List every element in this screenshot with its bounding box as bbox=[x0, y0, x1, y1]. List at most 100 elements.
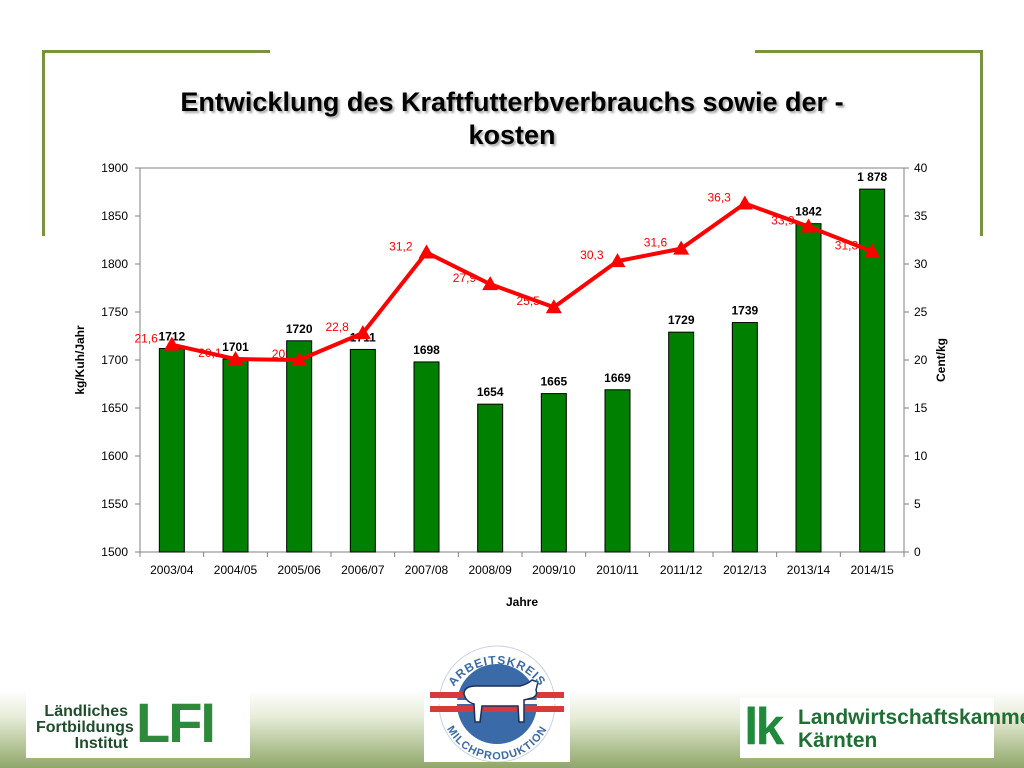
bar-data-label: 1654 bbox=[477, 385, 504, 399]
line-point bbox=[482, 276, 499, 291]
slide-title: Entwicklung des Kraftfutterbverbrauchs s… bbox=[140, 86, 884, 152]
x-tick-label: 2008/09 bbox=[468, 563, 512, 577]
bar-data-label: 1842 bbox=[795, 205, 822, 219]
bar-data-label: 1 878 bbox=[857, 170, 887, 184]
line-series bbox=[171, 201, 873, 362]
bar-data-label: 1665 bbox=[540, 375, 567, 389]
bar-data-label: 1720 bbox=[286, 322, 313, 336]
y-tick-label: 1650 bbox=[101, 401, 128, 415]
line-data-label: 22,8 bbox=[325, 320, 349, 334]
bar bbox=[222, 358, 249, 553]
lk-mark: lk bbox=[744, 698, 784, 756]
bar-data-label: 1712 bbox=[158, 329, 185, 343]
bar-data-label: 1698 bbox=[413, 343, 440, 357]
y2-axis-title: Cent/kg bbox=[934, 338, 948, 382]
lk-line-1: Landwirtschaftskammer bbox=[798, 706, 1024, 729]
frame-top-right bbox=[755, 50, 983, 53]
x-tick-label: 2013/14 bbox=[787, 563, 831, 577]
line-point bbox=[163, 336, 180, 351]
x-tick-label: 2010/11 bbox=[596, 563, 639, 577]
lfi-line-3: Institut bbox=[74, 735, 128, 752]
y-tick-label: 1750 bbox=[101, 305, 128, 319]
y2-tick-label: 25 bbox=[914, 305, 928, 319]
y-axis-title: kg/Kuh/Jahr bbox=[73, 325, 87, 395]
title-line-2: kosten bbox=[468, 120, 556, 150]
line-data-label: 31,2 bbox=[389, 239, 413, 253]
frame-left bbox=[42, 50, 45, 236]
bar bbox=[349, 348, 376, 553]
line-point bbox=[673, 240, 690, 255]
x-tick-label: 2014/15 bbox=[850, 563, 894, 577]
lk-line-2: Kärnten bbox=[798, 729, 878, 752]
x-tick-label: 2003/04 bbox=[150, 563, 194, 577]
y-tick-label: 1850 bbox=[101, 209, 128, 223]
line-data-label: 31,3 bbox=[835, 239, 859, 253]
line-point bbox=[418, 244, 435, 259]
lk-text: Landwirtschaftskammer Kärnten bbox=[798, 706, 1024, 752]
lfi-mark: LFI bbox=[136, 691, 216, 754]
bar bbox=[477, 403, 504, 553]
bar bbox=[540, 393, 567, 553]
bar bbox=[795, 223, 822, 553]
y2-tick-label: 30 bbox=[914, 257, 928, 271]
y2-tick-label: 5 bbox=[914, 497, 921, 511]
y2-tick-label: 40 bbox=[914, 161, 928, 175]
line-data-label: 21,6 bbox=[134, 332, 158, 346]
line-data-label: 36,3 bbox=[707, 191, 731, 205]
y2-tick-label: 15 bbox=[914, 401, 928, 415]
bar bbox=[158, 347, 185, 553]
line-data-label: 30,3 bbox=[580, 248, 604, 262]
y-tick-label: 1550 bbox=[101, 497, 128, 511]
arbeitskreis-milchproduktion-logo: ARBEITSKREIS MILCHPRODUKTION bbox=[424, 636, 570, 763]
x-tick-label: 2012/13 bbox=[723, 563, 767, 577]
lfi-logo: Ländliches Fortbildungs Institut LFI bbox=[26, 690, 250, 758]
line-data-label: 31,6 bbox=[644, 236, 668, 250]
y-tick-label: 1900 bbox=[101, 161, 128, 175]
x-tick-label: 2004/05 bbox=[214, 563, 258, 577]
x-tick-label: 2007/08 bbox=[405, 563, 449, 577]
bar bbox=[286, 340, 313, 553]
y2-tick-label: 20 bbox=[914, 353, 928, 367]
combo-chart: 1500 1550 1600 1650 1700 1750 1800 1850 1900 0 5 10… bbox=[73, 161, 948, 609]
line-point bbox=[864, 243, 881, 258]
line-point bbox=[291, 352, 308, 366]
title-line-1: Entwicklung des Kraftfutterbverbrauchs s… bbox=[180, 87, 844, 117]
line-point bbox=[609, 253, 626, 268]
bar-data-label: 1739 bbox=[731, 304, 758, 318]
y2-tick-label: 0 bbox=[914, 545, 921, 559]
line-data-label: 27,9 bbox=[453, 271, 477, 285]
line-data-label: 33,9 bbox=[771, 214, 795, 228]
y-tick-label: 1800 bbox=[101, 257, 128, 271]
line-data-label: 25,5 bbox=[516, 294, 540, 308]
line-point bbox=[545, 299, 562, 314]
bar-data-label: 1701 bbox=[222, 340, 249, 354]
x-tick-label: 2005/06 bbox=[277, 563, 321, 577]
x-tick-label: 2009/10 bbox=[532, 563, 576, 577]
line-point bbox=[736, 195, 753, 210]
bar bbox=[413, 361, 440, 553]
lfi-line-2: Fortbildungs bbox=[36, 719, 134, 736]
lfi-logo-text: Ländliches Fortbildungs Institut bbox=[36, 703, 134, 752]
line-data-label: 20,1 bbox=[198, 346, 222, 360]
bar-data-label: 1729 bbox=[668, 313, 695, 327]
cow-badge-icon: ARBEITSKREIS MILCHPRODUKTION bbox=[430, 645, 564, 763]
y2-tick-label: 10 bbox=[914, 449, 928, 463]
y2-tick-label: 35 bbox=[914, 209, 928, 223]
line-data-label: 20 bbox=[272, 347, 286, 361]
line-point bbox=[354, 325, 371, 340]
frame-top-left bbox=[42, 50, 270, 53]
line-point bbox=[227, 351, 244, 366]
bar bbox=[668, 331, 695, 553]
x-axis-title: Jahre bbox=[506, 595, 538, 609]
y-tick-label: 1600 bbox=[101, 449, 128, 463]
bar bbox=[731, 322, 758, 553]
lfi-line-1: Ländliches bbox=[44, 703, 128, 720]
x-tick-label: 2006/07 bbox=[341, 563, 385, 577]
line-point bbox=[800, 218, 817, 233]
y-tick-label: 1500 bbox=[101, 545, 128, 559]
frame-right bbox=[980, 50, 983, 236]
y-tick-label: 1700 bbox=[101, 353, 128, 367]
bar bbox=[604, 389, 631, 553]
x-tick-label: 2011/12 bbox=[660, 563, 703, 577]
bar-data-label: 1669 bbox=[604, 371, 631, 385]
